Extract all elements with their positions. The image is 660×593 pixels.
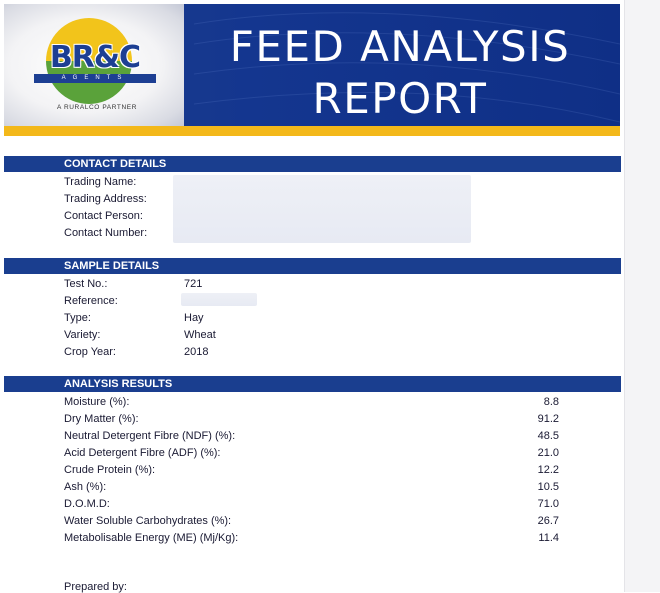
- banner-pattern: [193, 12, 620, 123]
- result-value: 10.5: [537, 481, 559, 493]
- result-label: D.O.M.D:: [64, 498, 110, 510]
- variety-label: Variety:: [64, 329, 101, 341]
- trading-address-label: Trading Address:: [64, 193, 147, 205]
- result-value: 12.2: [537, 464, 559, 476]
- redacted-contact-block: [173, 175, 471, 243]
- contact-section-header: CONTACT DETAILS: [4, 156, 621, 172]
- result-label: Acid Detergent Fibre (ADF) (%):: [64, 447, 221, 459]
- report-title-line2: REPORT: [312, 74, 488, 123]
- trading-name-label: Trading Name:: [64, 176, 137, 188]
- logo-subtitle: AGENTS: [34, 74, 156, 83]
- result-value: 71.0: [537, 498, 559, 510]
- test-no-label: Test No.:: [64, 278, 108, 290]
- result-label: Neutral Detergent Fibre (NDF) (%):: [64, 430, 236, 442]
- sample-section-header: SAMPLE DETAILS: [4, 258, 621, 274]
- variety-value: Wheat: [184, 329, 216, 341]
- result-label: Crude Protein (%):: [64, 464, 156, 476]
- result-label: Water Soluble Carbohydrates (%):: [64, 515, 232, 527]
- reference-label: Reference:: [64, 295, 118, 307]
- prepared-by-label: Prepared by:: [64, 581, 127, 593]
- result-label: Dry Matter (%):: [64, 413, 139, 425]
- type-value: Hay: [184, 312, 204, 324]
- result-label: Metabolisable Energy (ME) (Mj/Kg):: [64, 532, 239, 544]
- contact-heading: CONTACT DETAILS: [64, 158, 167, 170]
- result-value: 11.4: [538, 532, 559, 544]
- result-label: Moisture (%):: [64, 396, 130, 408]
- result-value: 8.8: [543, 396, 559, 408]
- gold-divider: [4, 126, 620, 136]
- crop-year-value: 2018: [184, 346, 209, 358]
- test-no-value: 721: [184, 278, 203, 290]
- result-value: 21.0: [537, 447, 559, 459]
- crop-year-label: Crop Year:: [64, 346, 116, 358]
- type-label: Type:: [64, 312, 91, 324]
- analysis-section-header: ANALYSIS RESULTS: [4, 376, 621, 392]
- result-label: Ash (%):: [64, 481, 107, 493]
- report-title-line1: FEED ANALYSIS: [229, 22, 571, 71]
- contact-number-label: Contact Number:: [64, 227, 148, 239]
- logo: BR&C AGENTS A RURALCO PARTNER: [4, 4, 184, 126]
- logo-partner: A RURALCO PARTNER: [56, 104, 138, 111]
- analysis-heading: ANALYSIS RESULTS: [64, 378, 173, 390]
- sample-heading: SAMPLE DETAILS: [64, 260, 160, 272]
- logo-brand: BR&C: [49, 40, 141, 75]
- logo-sun-icon: [46, 18, 132, 104]
- page-edge: [624, 0, 660, 592]
- redacted-reference: [181, 293, 257, 306]
- result-value: 26.7: [537, 515, 559, 527]
- contact-person-label: Contact Person:: [64, 210, 143, 222]
- result-value: 91.2: [537, 413, 559, 425]
- result-value: 48.5: [537, 430, 559, 442]
